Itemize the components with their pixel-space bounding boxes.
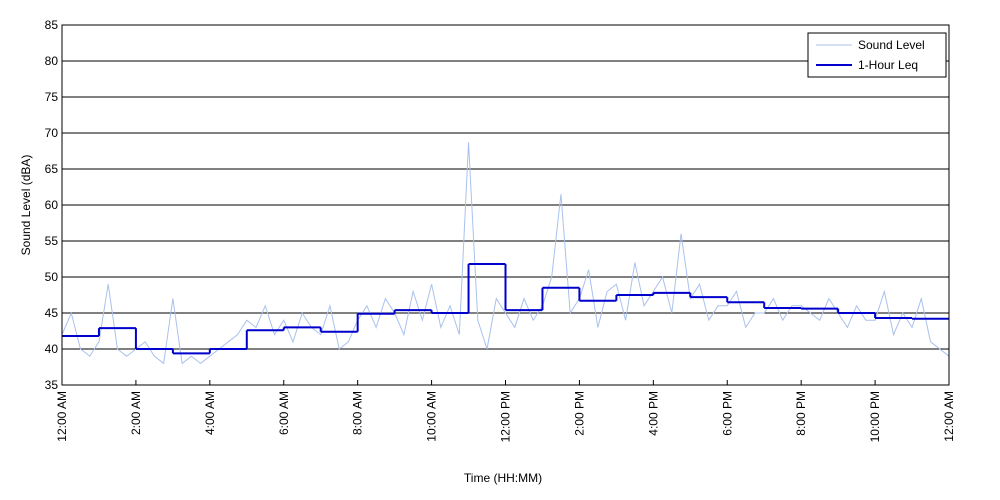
x-tick-label: 8:00 AM xyxy=(351,391,365,435)
x-tick-label: 4:00 PM xyxy=(646,391,660,436)
y-tick-label: 35 xyxy=(45,378,59,392)
plot-frame xyxy=(61,24,950,386)
y-tick-label: 40 xyxy=(45,342,59,356)
x-tick-label: 10:00 PM xyxy=(868,391,882,442)
x-tick-label: 10:00 AM xyxy=(425,391,439,442)
legend-label: Sound Level xyxy=(858,38,925,52)
x-axis-label: Time (HH:MM) xyxy=(464,471,542,485)
y-tick-label: 75 xyxy=(45,90,59,104)
x-tick-label: 12:00 AM xyxy=(55,391,69,442)
x-tick-label: 12:00 AM xyxy=(942,391,956,442)
legend-label: 1-Hour Leq xyxy=(858,58,918,72)
y-tick-label: 55 xyxy=(45,234,59,248)
x-tick-label: 12:00 PM xyxy=(499,391,513,442)
x-tick-label: 4:00 AM xyxy=(203,391,217,435)
line xyxy=(61,142,950,365)
y-tick-label: 45 xyxy=(45,306,59,320)
legend-box xyxy=(807,32,947,78)
y-tick-label: 50 xyxy=(45,270,59,284)
y-tick-label: 60 xyxy=(45,198,59,212)
x-tick-label: 8:00 PM xyxy=(794,391,808,436)
y-tick-label: 65 xyxy=(45,162,59,176)
y-tick-label: 80 xyxy=(45,54,59,68)
x-tick-label: 2:00 PM xyxy=(572,391,586,436)
x-tick-label: 6:00 PM xyxy=(720,391,734,436)
x-tick-label: 2:00 AM xyxy=(129,391,143,435)
y-tick-label: 70 xyxy=(45,126,59,140)
y-tick-label: 85 xyxy=(45,18,59,32)
y-axis-label: Sound Level (dBA) xyxy=(19,155,33,256)
x-tick-label: 6:00 AM xyxy=(277,391,291,435)
